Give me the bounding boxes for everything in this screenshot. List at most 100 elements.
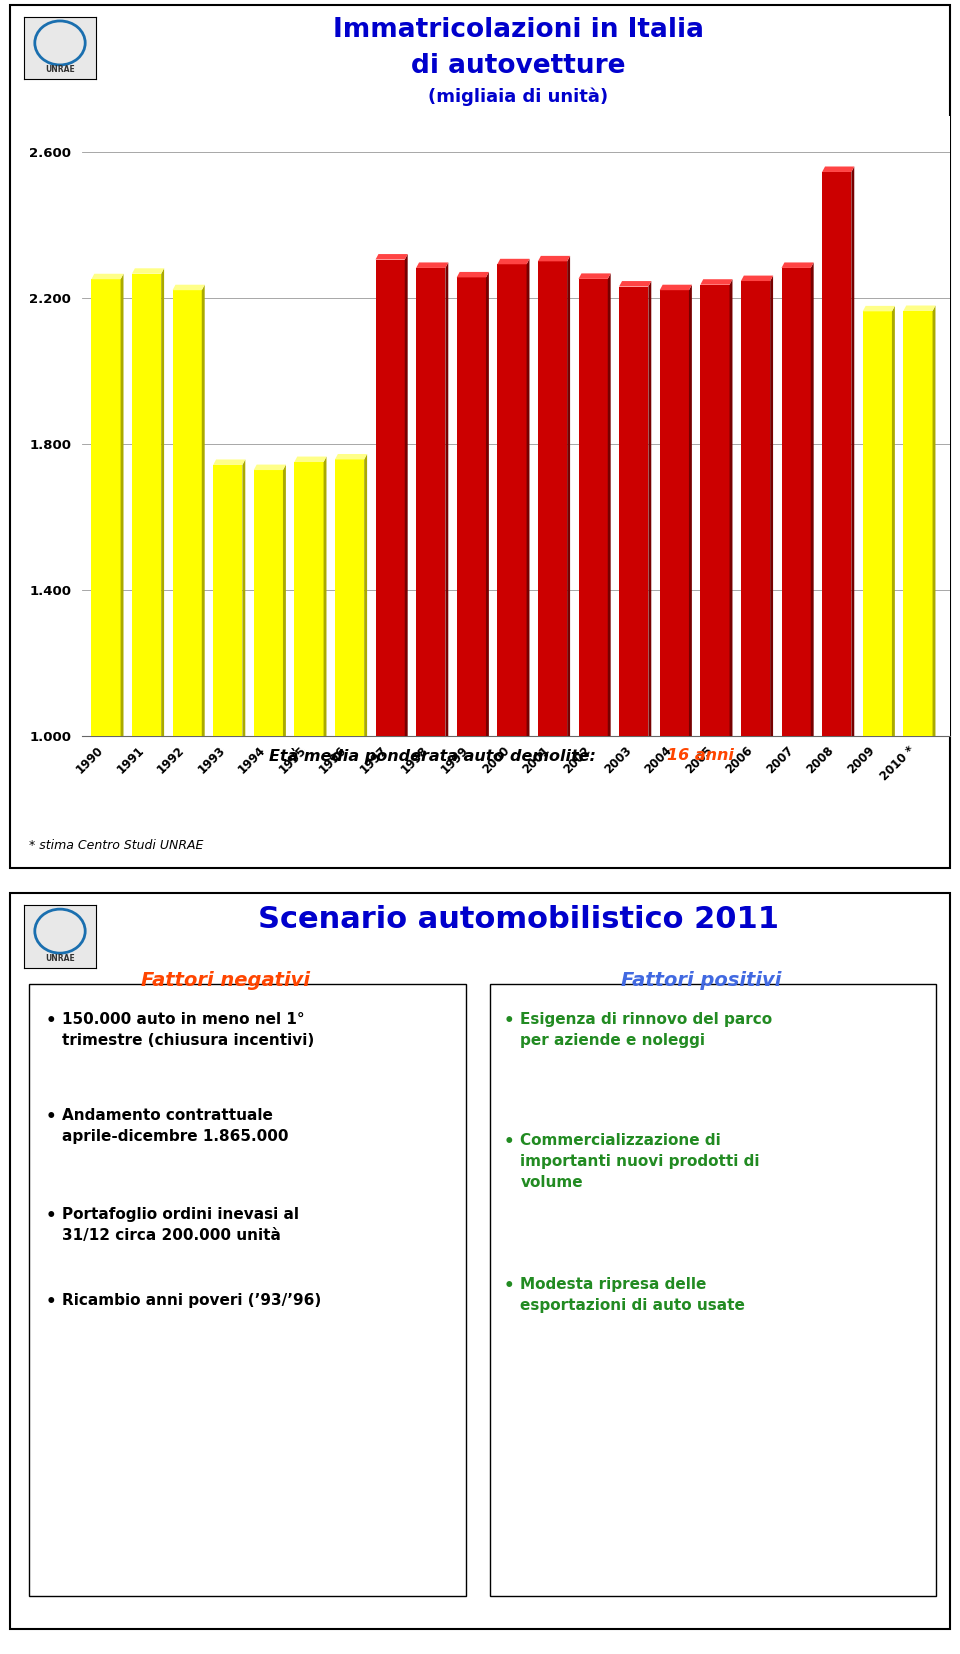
Bar — [132, 275, 161, 1102]
Bar — [700, 284, 730, 1102]
Polygon shape — [660, 284, 692, 289]
Bar — [741, 281, 770, 1102]
Polygon shape — [863, 306, 895, 311]
Polygon shape — [689, 284, 692, 1102]
Bar — [822, 172, 852, 1102]
Text: •: • — [504, 1133, 515, 1151]
Text: UNRAE: UNRAE — [45, 954, 75, 963]
Text: di autovetture: di autovetture — [411, 53, 626, 79]
Text: •: • — [46, 1293, 57, 1312]
Bar — [416, 268, 445, 1102]
Polygon shape — [283, 465, 286, 1102]
Bar — [295, 461, 324, 1102]
Bar — [903, 311, 932, 1102]
Bar — [497, 265, 526, 1102]
Bar — [822, 172, 852, 1102]
Polygon shape — [526, 258, 530, 1102]
Bar — [863, 311, 892, 1102]
Text: * stima Centro Studi UNRAE: * stima Centro Studi UNRAE — [29, 839, 204, 852]
Polygon shape — [121, 275, 124, 1102]
Text: Età media ponderata auto demolite:: Età media ponderata auto demolite: — [269, 748, 595, 764]
Bar — [375, 260, 405, 1102]
Polygon shape — [364, 453, 367, 1102]
Text: Fattori negativi: Fattori negativi — [141, 971, 310, 989]
Text: Ricambio anni poveri (’93/’96): Ricambio anni poveri (’93/’96) — [62, 1293, 322, 1308]
Text: •: • — [504, 1277, 515, 1295]
Bar — [295, 461, 324, 1102]
Bar — [903, 311, 932, 1102]
Bar — [863, 311, 892, 1102]
Text: •: • — [504, 1012, 515, 1030]
Polygon shape — [132, 268, 164, 275]
Bar — [781, 268, 811, 1102]
Text: (migliaia di unità): (migliaia di unità) — [428, 88, 609, 106]
Bar — [619, 286, 648, 1102]
Bar — [457, 278, 486, 1102]
Polygon shape — [242, 460, 246, 1102]
Polygon shape — [822, 167, 854, 172]
Bar — [579, 280, 608, 1102]
Bar — [173, 289, 202, 1102]
Bar — [213, 465, 242, 1102]
Bar — [173, 289, 202, 1102]
Polygon shape — [648, 281, 651, 1102]
Polygon shape — [497, 258, 530, 265]
Bar — [497, 265, 526, 1102]
Polygon shape — [608, 273, 611, 1102]
Polygon shape — [903, 306, 935, 311]
Text: UNRAE: UNRAE — [45, 66, 75, 74]
Bar — [619, 286, 648, 1102]
Polygon shape — [416, 263, 448, 268]
Bar — [375, 260, 405, 1102]
Polygon shape — [161, 268, 164, 1102]
Text: Andamento contrattuale
aprile-dicembre 1.865.000: Andamento contrattuale aprile-dicembre 1… — [62, 1108, 289, 1145]
Bar — [700, 284, 730, 1102]
Text: Commercializzazione di
importanti nuovi prodotti di
volume: Commercializzazione di importanti nuovi … — [520, 1133, 759, 1189]
Polygon shape — [202, 284, 204, 1102]
Polygon shape — [213, 460, 246, 465]
Polygon shape — [445, 263, 448, 1102]
Text: •: • — [46, 1108, 57, 1126]
Polygon shape — [741, 276, 773, 281]
Text: Scenario automobilistico 2011: Scenario automobilistico 2011 — [258, 905, 779, 935]
Bar — [91, 280, 121, 1102]
Polygon shape — [781, 263, 814, 268]
Bar — [660, 289, 689, 1102]
Polygon shape — [91, 275, 124, 280]
Polygon shape — [700, 280, 732, 284]
Polygon shape — [405, 255, 408, 1102]
Polygon shape — [892, 306, 895, 1102]
Polygon shape — [173, 284, 204, 289]
Polygon shape — [811, 263, 814, 1102]
Polygon shape — [486, 271, 489, 1102]
Text: 16 anni: 16 anni — [667, 748, 734, 762]
Polygon shape — [852, 167, 854, 1102]
Polygon shape — [457, 271, 489, 278]
Bar — [253, 470, 283, 1102]
Polygon shape — [770, 276, 773, 1102]
Bar — [457, 278, 486, 1102]
Polygon shape — [579, 273, 611, 280]
Bar — [538, 261, 567, 1102]
Text: •: • — [46, 1207, 57, 1226]
Text: 150.000 auto in meno nel 1°
trimestre (chiusura incentivi): 150.000 auto in meno nel 1° trimestre (c… — [62, 1012, 315, 1049]
Bar — [91, 280, 121, 1102]
Text: Immatricolazioni in Italia: Immatricolazioni in Italia — [333, 17, 704, 43]
Polygon shape — [375, 255, 408, 260]
Polygon shape — [538, 256, 570, 261]
Bar — [132, 275, 161, 1102]
Bar — [253, 470, 283, 1102]
Polygon shape — [253, 465, 286, 470]
Text: Esigenza di rinnovo del parco
per aziende e noleggi: Esigenza di rinnovo del parco per aziend… — [520, 1012, 773, 1049]
Bar — [579, 280, 608, 1102]
Polygon shape — [295, 457, 326, 461]
Bar — [781, 268, 811, 1102]
Polygon shape — [335, 453, 367, 460]
Polygon shape — [730, 280, 732, 1102]
Bar — [660, 289, 689, 1102]
Bar — [335, 460, 364, 1102]
Polygon shape — [619, 281, 651, 286]
Bar — [416, 268, 445, 1102]
Polygon shape — [567, 256, 570, 1102]
Text: Portafoglio ordini inevasi al
31/12 circa 200.000 unità: Portafoglio ordini inevasi al 31/12 circ… — [62, 1207, 300, 1244]
